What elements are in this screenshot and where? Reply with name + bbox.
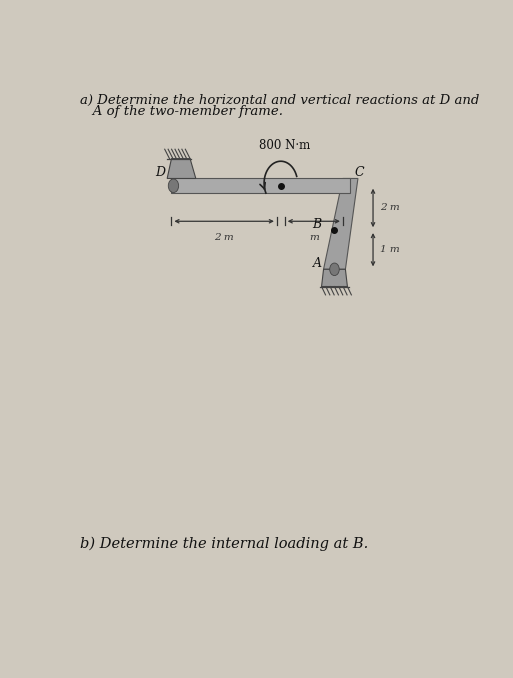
Circle shape [330, 263, 339, 275]
Polygon shape [324, 178, 358, 269]
Bar [171, 178, 350, 193]
Polygon shape [322, 269, 347, 287]
Text: D: D [155, 166, 166, 180]
Text: B: B [312, 218, 322, 231]
Text: A: A [312, 257, 322, 271]
Text: 2 m: 2 m [380, 203, 400, 212]
Text: 1 m: 1 m [380, 245, 400, 254]
Text: A of the two-member frame.: A of the two-member frame. [80, 105, 283, 118]
Polygon shape [167, 159, 196, 178]
Circle shape [168, 179, 179, 193]
Text: C: C [354, 166, 364, 180]
Text: a) Determine the horizontal and vertical reactions at D and: a) Determine the horizontal and vertical… [80, 94, 480, 107]
Text: b) Determine the internal loading at B.: b) Determine the internal loading at B. [80, 536, 368, 551]
Text: 800 N·m: 800 N·m [259, 139, 310, 152]
Text: m: m [309, 233, 319, 242]
Text: 2 m: 2 m [214, 233, 234, 242]
